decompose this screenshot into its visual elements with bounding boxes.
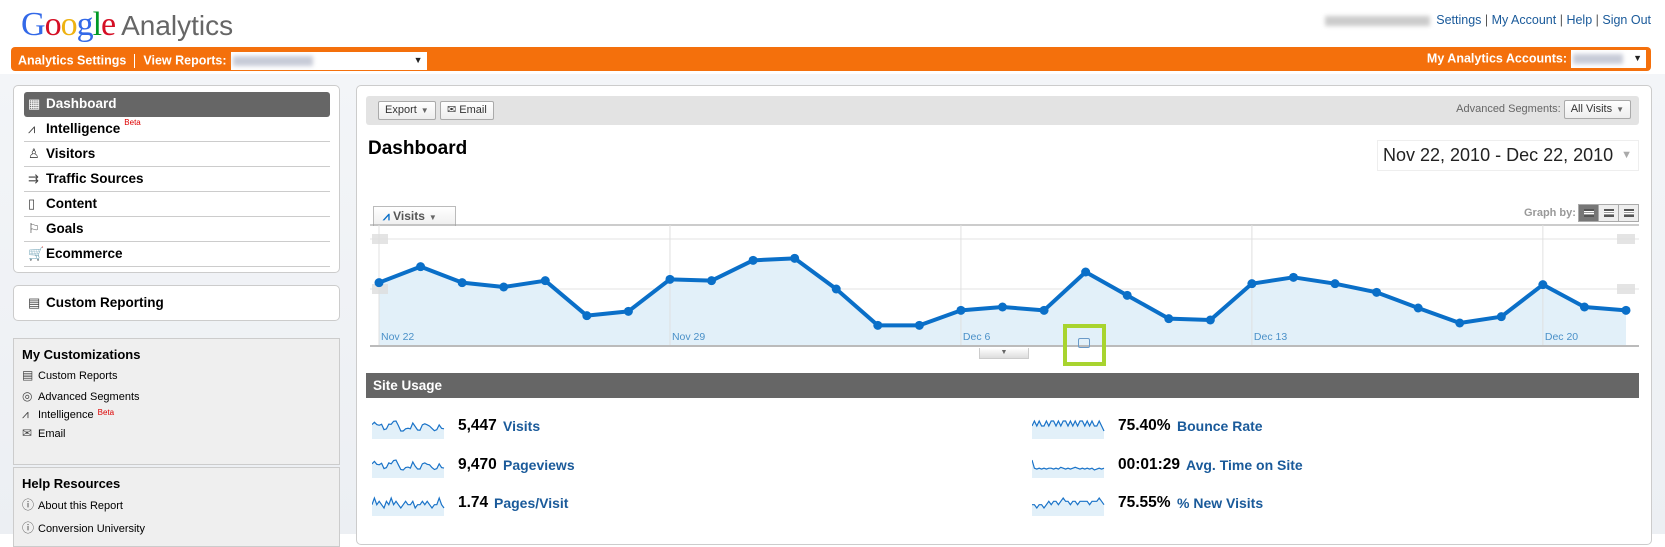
email-button[interactable]: ✉ Email <box>440 101 494 120</box>
dropdown-arrow-icon: ▼ <box>1633 53 1642 63</box>
conversion-university-link[interactable]: ⓘ Conversion University <box>22 521 145 535</box>
metric-value: 75.55% <box>1118 494 1171 511</box>
sidebar-item-intelligence[interactable]: ⩘ Intelligence Beta <box>24 117 330 142</box>
advanced-segments-label: Advanced Segments: <box>1456 103 1561 115</box>
metric-value: 00:01:29 <box>1118 456 1181 473</box>
email-link[interactable]: ✉ Email <box>22 426 66 440</box>
beta-badge: Beta <box>97 408 115 417</box>
sidebar-item-custom-reporting[interactable]: ▤ Custom Reporting <box>24 291 330 316</box>
person-icon: ♙ <box>28 146 40 161</box>
sparkline <box>1032 419 1105 439</box>
metric-link[interactable]: % New Visits <box>1177 495 1264 511</box>
line-chart-icon: ⩘ <box>383 209 394 223</box>
envelope-icon: ✉ <box>22 426 33 440</box>
dropdown-arrow-icon: ▼ <box>1621 149 1632 161</box>
collapse-graph-button[interactable]: ▼ <box>979 348 1029 359</box>
nav-panel: ▦ Dashboard ⩘ Intelligence Beta ♙ Visitors ⇉… <box>13 85 340 273</box>
sparkline <box>372 459 445 478</box>
page-icon: ▯ <box>28 196 36 211</box>
sidebar-item-goals[interactable]: ⚐ Goals <box>24 217 330 242</box>
my-customizations-panel: My Customizations ▤ Custom Reports ◎ Advan… <box>13 338 340 465</box>
metric-value: 5,447 <box>458 417 497 434</box>
intelligence-pulse-icon: ⩘ <box>22 407 29 421</box>
envelope-icon: ✉ <box>447 104 460 116</box>
custom-reports-link[interactable]: ▤ Custom Reports <box>22 368 118 382</box>
custom-reporting-panel: ▤ Custom Reporting <box>13 285 340 321</box>
google-analytics-logo[interactable]: Google Analytics <box>21 6 234 43</box>
my-customizations-heading: My Customizations <box>22 347 141 362</box>
segments-dropdown[interactable]: All Visits ▼ <box>1563 100 1631 119</box>
dropdown-arrow-icon: ▼ <box>413 55 423 65</box>
top-nav-bar: Analytics Settings View Reports: ▼ My Anal… <box>11 47 1651 71</box>
help-resources-panel: Help Resources ⓘ About this Report ⓘ Conve… <box>13 467 340 547</box>
intelligence-link[interactable]: ⩘ Intelligence Beta <box>22 407 115 421</box>
analytics-settings-link[interactable]: Analytics Settings <box>18 53 127 68</box>
metric-value: 1.74 <box>458 494 489 511</box>
sparkline <box>372 496 445 516</box>
sparkline <box>1032 496 1105 516</box>
graph-by-day-button[interactable] <box>1578 204 1599 222</box>
divider <box>134 54 136 68</box>
flag-icon: ⚐ <box>28 221 40 236</box>
help-circle-icon: ⓘ <box>22 521 35 535</box>
advanced-segments-link[interactable]: ◎ Advanced Segments <box>22 389 140 403</box>
dropdown-arrow-icon: ▼ <box>1616 105 1624 114</box>
help-circle-icon: ⓘ <box>22 498 35 512</box>
report-toolbar: Export ▼ ✉ Email Advanced Segments: All Vi… <box>366 96 1639 125</box>
sparkline <box>1032 459 1105 478</box>
dashboard-grid-icon: ▦ <box>28 96 41 111</box>
site-usage-header: Site Usage <box>366 373 1639 398</box>
help-link[interactable]: Help <box>1566 13 1593 27</box>
metric-select-tab[interactable]: ⩘ Visits ▼ <box>373 206 456 226</box>
about-report-link[interactable]: ⓘ About this Report <box>22 498 123 512</box>
date-range-picker[interactable]: Nov 22, 2010 - Dec 22, 2010 ▼ <box>1377 140 1639 171</box>
account-links: Settings | My Account | Help | Sign Out <box>1325 13 1651 27</box>
target-icon: ◎ <box>22 389 33 403</box>
user-email-redacted <box>1325 15 1431 26</box>
help-resources-heading: Help Resources <box>22 476 121 491</box>
metric-link[interactable]: Pages/Visit <box>494 495 569 511</box>
report-icon: ▤ <box>22 368 34 382</box>
view-reports-label: View Reports: <box>143 53 227 68</box>
intelligence-pulse-icon: ⩘ <box>28 121 36 136</box>
report-icon: ▤ <box>28 295 41 310</box>
dropdown-arrow-icon: ▼ <box>428 213 437 222</box>
metric-link[interactable]: Avg. Time on Site <box>1186 457 1303 473</box>
beta-badge: Beta <box>124 118 141 127</box>
metric-link[interactable]: Pageviews <box>503 457 575 473</box>
settings-link[interactable]: Settings <box>1436 13 1482 27</box>
dropdown-arrow-icon: ▼ <box>420 106 429 115</box>
page-title: Dashboard <box>368 138 468 159</box>
metric-value: 9,470 <box>458 456 497 473</box>
my-account-link[interactable]: My Account <box>1491 13 1557 27</box>
cart-icon: 🛒 <box>28 246 45 261</box>
arrows-icon: ⇉ <box>28 171 39 186</box>
sign-out-link[interactable]: Sign Out <box>1602 13 1651 27</box>
export-button[interactable]: Export ▼ <box>378 101 436 120</box>
sidebar-item-ecommerce[interactable]: 🛒 Ecommerce <box>24 242 330 267</box>
annotation-icon <box>1078 338 1090 348</box>
sparkline <box>372 420 445 439</box>
metric-value: 75.40% <box>1118 417 1171 434</box>
view-reports-select[interactable]: ▼ <box>230 52 427 70</box>
annotation-highlight[interactable] <box>1063 324 1106 366</box>
graph-by-week-button[interactable] <box>1598 204 1619 222</box>
metric-link[interactable]: Visits <box>503 418 541 434</box>
metric-link[interactable]: Bounce Rate <box>1177 418 1263 434</box>
sidebar-item-visitors[interactable]: ♙ Visitors <box>24 142 330 167</box>
sidebar-item-dashboard[interactable]: ▦ Dashboard <box>24 92 330 117</box>
accounts-select[interactable]: ▼ <box>1571 50 1646 68</box>
sidebar-item-content[interactable]: ▯ Content <box>24 192 330 217</box>
graph-by-month-button[interactable] <box>1618 204 1639 222</box>
accounts-label: My Analytics Accounts: <box>1426 51 1567 66</box>
graph-by-control: Graph by: <box>1524 204 1639 222</box>
sidebar-item-traffic-sources[interactable]: ⇉ Traffic Sources <box>24 167 330 192</box>
